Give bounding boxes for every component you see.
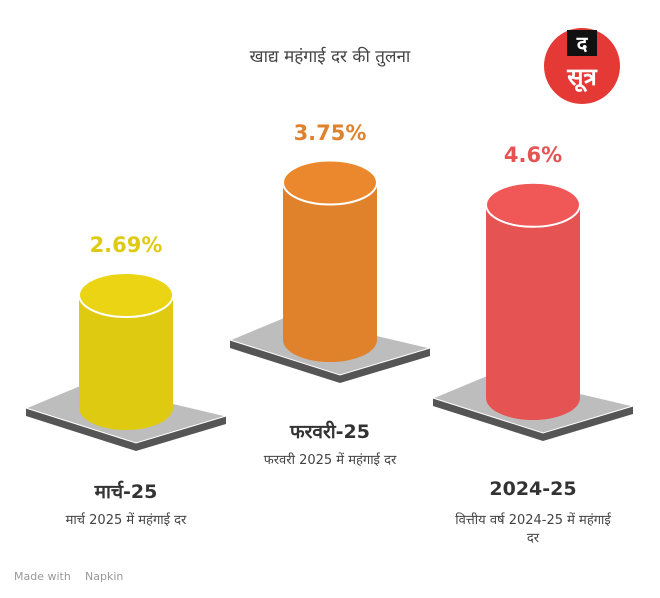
footer-prefix: Made with (14, 570, 71, 583)
value-label: 3.75% (293, 120, 367, 145)
logo-circle (544, 28, 620, 104)
logo: द सूत्र (544, 28, 620, 104)
cylinder-top (485, 181, 581, 228)
category-description: फरवरी 2025 में महंगाई दर (263, 453, 397, 468)
value-label: 2.69% (89, 233, 163, 258)
cylinder-body (283, 182, 377, 340)
platform-side (230, 340, 430, 383)
category-description: मार्च 2025 में महंगाई दर (65, 513, 187, 528)
cylinder (485, 181, 581, 420)
chart-title: खाद्य महंगाई दर की तुलना (250, 46, 411, 67)
cylinder-body (486, 204, 580, 398)
category-label: मार्च-25 (94, 481, 158, 503)
platform-side (26, 408, 226, 451)
logo-box (567, 30, 597, 56)
category-description: वित्तीय वर्ष 2024-25 में महंगाई दर (455, 513, 611, 546)
footer-brand: Napkin (85, 570, 123, 583)
value-label: 4.6% (503, 142, 563, 167)
platform-side (433, 398, 633, 441)
logo-bottom: सूत्र (566, 63, 598, 93)
cylinder-top (282, 159, 378, 206)
cylinder-top (78, 272, 174, 319)
cylinder (282, 159, 378, 362)
cylinder (78, 272, 174, 430)
logo-top: द (576, 32, 589, 56)
category-label: 2024-25 (489, 478, 577, 500)
category-label: फरवरी-25 (289, 421, 370, 443)
